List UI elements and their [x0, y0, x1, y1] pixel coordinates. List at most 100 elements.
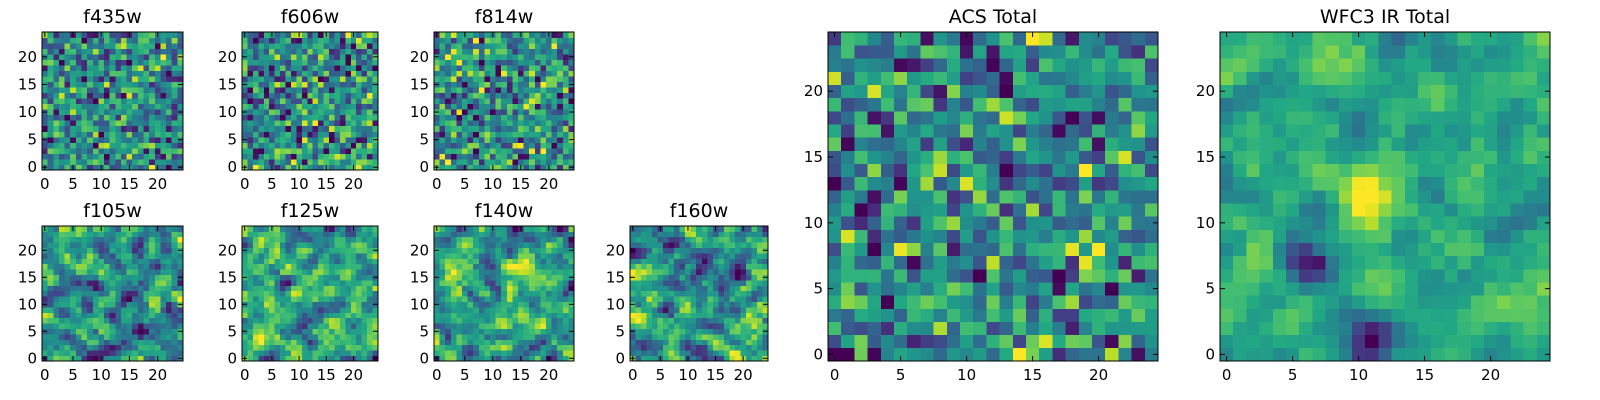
- heatmap-cell: [75, 114, 82, 121]
- heatmap-cell: [329, 350, 335, 356]
- heatmap-cell: [280, 120, 286, 127]
- heatmap-cell: [512, 247, 519, 254]
- heatmap-cell: [473, 242, 480, 248]
- heatmap-cell: [171, 231, 178, 238]
- heatmap-cell: [690, 253, 697, 259]
- heatmap-cell: [75, 103, 82, 110]
- heatmap-cell: [490, 344, 496, 351]
- heatmap-cell: [247, 70, 254, 77]
- heatmap-cell: [92, 307, 99, 313]
- heatmap-cell: [345, 226, 352, 232]
- heatmap-cell: [285, 37, 292, 44]
- heatmap-cell: [269, 269, 276, 275]
- heatmap-cell: [177, 236, 184, 243]
- heatmap-cell: [334, 98, 341, 105]
- heatmap-cell: [439, 125, 446, 132]
- heatmap-cell: [307, 236, 314, 243]
- heatmap-cell: [696, 290, 703, 297]
- x-tick-label: 20: [344, 175, 363, 193]
- heatmap-cell: [907, 321, 921, 336]
- heatmap-cell: [53, 136, 60, 143]
- heatmap-cell: [484, 290, 491, 297]
- heatmap-cell: [242, 92, 248, 99]
- heatmap-cell: [345, 59, 352, 66]
- heatmap-cell: [307, 142, 314, 149]
- heatmap-cell: [318, 328, 324, 335]
- heatmap-cell: [177, 226, 184, 232]
- heatmap-cell: [104, 92, 111, 99]
- heatmap-cell: [668, 344, 675, 351]
- heatmap-cell: [109, 226, 116, 232]
- heatmap-cell: [177, 147, 184, 154]
- heatmap-cell: [986, 189, 1000, 204]
- heatmap-cell: [345, 164, 352, 171]
- heatmap-cell: [149, 54, 156, 60]
- heatmap-cell: [166, 274, 173, 281]
- heatmap-cell: [484, 312, 491, 319]
- heatmap-cell: [668, 242, 675, 248]
- heatmap-cell: [674, 355, 681, 362]
- heatmap-cell: [668, 339, 675, 346]
- heatmap-cell: [280, 147, 286, 154]
- heatmap-cell: [973, 189, 987, 204]
- y-tick-label: 0: [419, 349, 429, 367]
- heatmap-cell: [307, 43, 314, 49]
- heatmap-cell: [285, 296, 292, 302]
- heatmap-cell: [495, 285, 502, 292]
- heatmap-cell: [258, 37, 265, 44]
- heatmap-cell: [301, 43, 308, 49]
- heatmap-cell: [630, 350, 636, 356]
- heatmap-cell: [646, 242, 653, 248]
- heatmap-cell: [568, 296, 575, 302]
- heatmap-cell: [562, 339, 569, 346]
- heatmap-cell: [534, 323, 541, 329]
- heatmap-cell: [907, 334, 921, 349]
- heatmap-cell: [367, 48, 373, 55]
- heatmap-cell: [501, 312, 508, 319]
- heatmap-cell: [641, 350, 647, 356]
- heatmap-cell: [120, 81, 127, 88]
- heatmap-cell: [318, 296, 324, 302]
- x-tick-label: 20: [539, 175, 558, 193]
- heatmap-cell: [120, 54, 127, 60]
- heatmap-cell: [562, 32, 569, 38]
- heatmap-cell: [712, 242, 719, 248]
- heatmap-cell: [269, 339, 276, 346]
- heatmap-cell: [551, 37, 558, 44]
- heatmap-cell: [663, 296, 670, 302]
- heatmap-cell: [263, 48, 270, 55]
- heatmap-cell: [356, 307, 363, 313]
- heatmap-cell: [745, 258, 752, 265]
- heatmap-cell: [301, 236, 308, 243]
- heatmap-cell: [296, 65, 303, 72]
- heatmap-cell: [718, 312, 725, 319]
- heatmap-cell: [92, 37, 99, 44]
- heatmap-cell: [160, 147, 167, 154]
- heatmap-cell: [318, 350, 324, 356]
- heatmap-cell: [92, 253, 99, 259]
- heatmap-cell: [740, 236, 747, 243]
- heatmap-cell: [630, 231, 636, 238]
- heatmap-cell: [166, 334, 173, 340]
- heatmap-cell: [280, 269, 286, 275]
- heatmap-cell: [518, 350, 524, 356]
- heatmap-cell: [484, 87, 491, 94]
- heatmap-cell: [334, 247, 341, 254]
- heatmap-cells: [242, 32, 379, 171]
- y-tick-label: 10: [18, 295, 37, 313]
- heatmap-cell: [1078, 255, 1093, 270]
- heatmap-cell: [312, 328, 319, 335]
- heatmap-cell: [495, 274, 502, 281]
- heatmap-cell: [263, 269, 270, 275]
- heatmap-cell: [53, 317, 60, 324]
- heatmap-cell: [546, 70, 552, 77]
- heatmap-cell: [166, 114, 173, 121]
- heatmap-cell: [473, 92, 480, 99]
- x-tick-label: 15: [317, 366, 336, 384]
- heatmap-cell: [171, 263, 178, 270]
- heatmap-cell: [137, 285, 144, 292]
- heatmap-cell: [1118, 203, 1132, 217]
- x-tick-label: 0: [240, 366, 250, 384]
- heatmap-cell: [506, 65, 513, 72]
- heatmap-cell: [712, 231, 719, 238]
